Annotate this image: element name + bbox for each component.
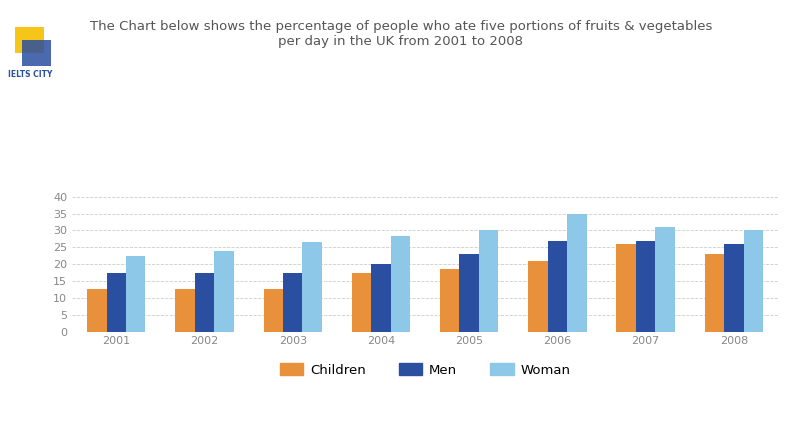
Bar: [636, 240, 655, 332]
Bar: [214, 251, 233, 332]
Bar: [617, 244, 636, 332]
Legend: Children, Men, Woman: Children, Men, Woman: [274, 358, 576, 382]
Bar: [391, 236, 410, 332]
Bar: [548, 240, 567, 332]
Bar: [440, 269, 460, 332]
Bar: [529, 261, 548, 332]
Polygon shape: [22, 40, 51, 66]
Bar: [126, 256, 145, 332]
Bar: [460, 254, 479, 332]
Bar: [655, 227, 674, 332]
Bar: [743, 230, 763, 332]
Bar: [302, 242, 322, 332]
Bar: [479, 230, 498, 332]
Text: The Chart below shows the percentage of people who ate five portions of fruits &: The Chart below shows the percentage of …: [90, 20, 712, 48]
Bar: [352, 273, 371, 332]
Bar: [371, 264, 391, 332]
Bar: [87, 290, 107, 332]
Polygon shape: [15, 27, 44, 53]
Bar: [107, 273, 126, 332]
Text: IELTS CITY: IELTS CITY: [8, 69, 52, 79]
Bar: [283, 273, 302, 332]
Bar: [724, 244, 743, 332]
Bar: [264, 290, 283, 332]
Bar: [567, 213, 586, 332]
Bar: [195, 273, 214, 332]
Bar: [176, 290, 195, 332]
Bar: [705, 254, 724, 332]
